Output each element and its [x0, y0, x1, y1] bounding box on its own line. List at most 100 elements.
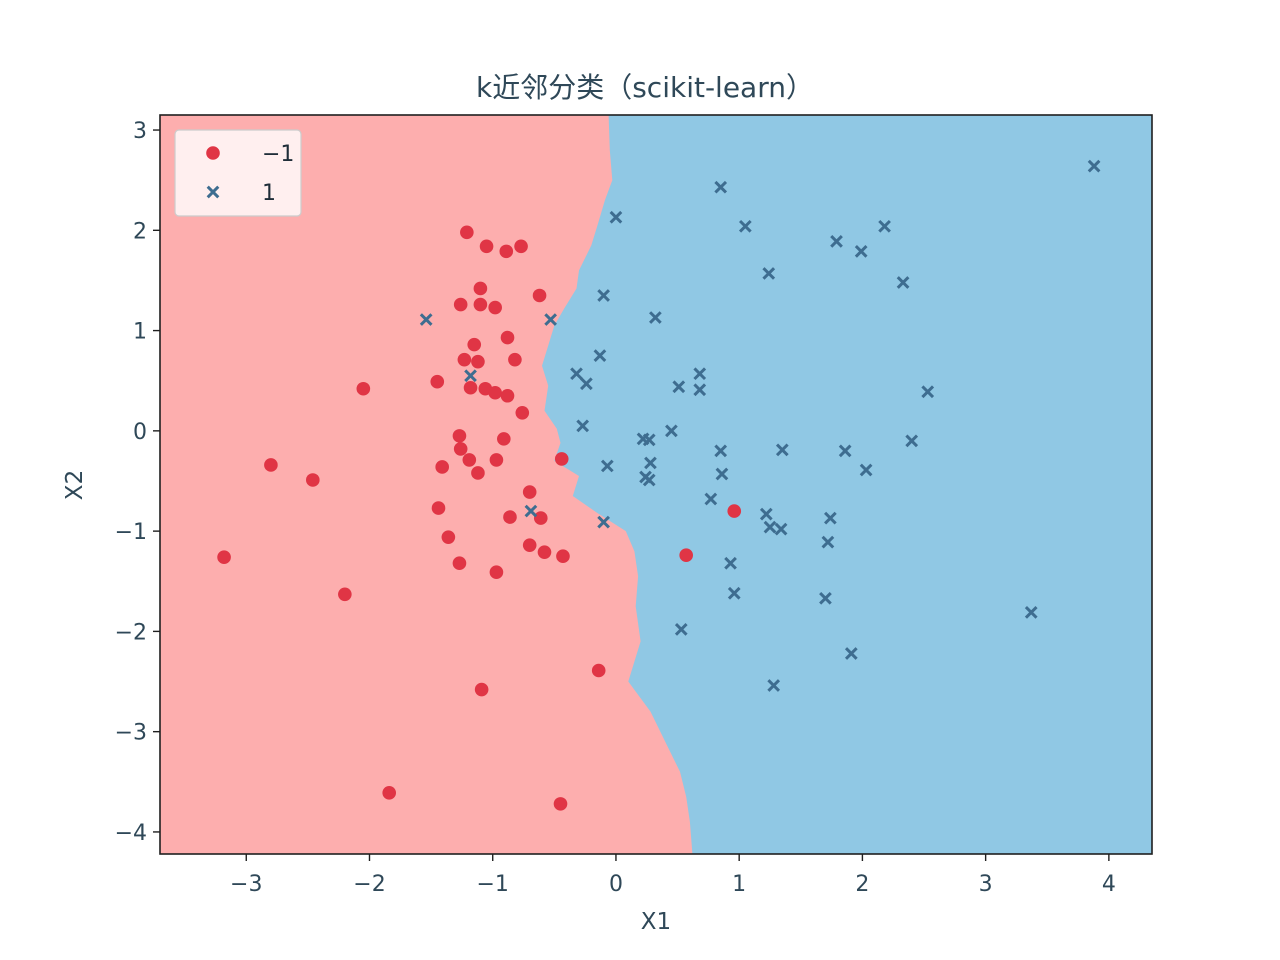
- point-class-pos: [854, 245, 868, 258]
- point-class-neg: [679, 548, 693, 562]
- point-class-neg: [591, 663, 606, 678]
- point-class-neg: [452, 429, 467, 443]
- y-tick-label: 2: [133, 219, 147, 244]
- point-class-neg: [471, 354, 485, 369]
- point-class-neg: [515, 406, 530, 420]
- legend-marker-neg: [206, 146, 220, 160]
- point-class-neg: [537, 545, 552, 559]
- point-class-neg: [471, 466, 485, 480]
- point-class-pos: [419, 313, 433, 326]
- point-class-pos: [704, 492, 718, 506]
- point-class-neg: [431, 501, 446, 515]
- point-class-pos: [714, 180, 728, 194]
- point-class-neg: [522, 485, 537, 499]
- point-class-pos: [580, 377, 593, 391]
- x-tick-label: 1: [732, 872, 746, 897]
- point-class-pos: [693, 383, 707, 397]
- point-class-neg: [463, 380, 478, 395]
- point-class-pos: [600, 459, 614, 473]
- point-class-neg: [382, 786, 397, 800]
- point-class-pos: [763, 520, 777, 534]
- point-class-pos: [878, 219, 891, 233]
- point-class-neg: [554, 452, 569, 466]
- point-class-neg: [430, 374, 445, 389]
- point-class-neg: [497, 432, 511, 446]
- legend-label-neg: −1: [262, 142, 294, 167]
- y-tick-label: −2: [115, 620, 147, 645]
- point-class-pos: [544, 313, 557, 326]
- point-class-neg: [473, 297, 488, 312]
- point-class-pos: [576, 419, 590, 433]
- point-class-pos: [597, 515, 610, 529]
- y-tick-label: −1: [115, 520, 147, 545]
- point-class-pos: [672, 380, 686, 394]
- point-class-pos: [838, 444, 852, 458]
- point-class-neg: [553, 797, 568, 811]
- legend: −1 1: [174, 129, 302, 217]
- x-tick-label: 2: [855, 872, 869, 897]
- point-class-pos: [714, 444, 728, 458]
- plot-frame: [159, 114, 1153, 855]
- point-class-neg: [453, 442, 468, 456]
- x-tick-label: 4: [1102, 872, 1116, 897]
- point-class-pos: [775, 443, 789, 457]
- point-class-neg: [462, 453, 477, 467]
- point-class-neg: [488, 385, 502, 400]
- x-axis: −3 −2 −1 0 1 2 3 4: [230, 854, 1116, 897]
- point-class-neg: [460, 225, 474, 240]
- legend-label-pos: 1: [262, 181, 276, 206]
- plot-area: [160, 115, 1152, 854]
- point-class-pos: [1087, 159, 1101, 173]
- point-class-pos: [609, 210, 623, 224]
- x-tick-label: 3: [979, 872, 993, 897]
- data-points: [217, 159, 1101, 811]
- point-class-neg: [217, 550, 231, 564]
- point-class-pos: [738, 219, 752, 233]
- point-class-pos: [905, 434, 919, 448]
- chart-title: k近邻分类（scikit-learn）: [476, 71, 814, 104]
- point-class-pos: [693, 367, 707, 381]
- point-class-neg: [489, 565, 504, 580]
- point-class-pos: [1024, 605, 1038, 619]
- point-class-pos: [859, 463, 873, 477]
- point-class-neg: [441, 530, 456, 544]
- point-class-neg: [457, 352, 472, 367]
- point-class-neg: [533, 511, 548, 525]
- y-axis-label: X2: [62, 470, 88, 500]
- x-axis-label: X1: [641, 909, 671, 935]
- point-class-pos: [593, 349, 607, 363]
- point-class-neg: [338, 587, 352, 602]
- point-class-neg: [452, 556, 467, 571]
- point-class-neg: [473, 281, 488, 296]
- point-class-pos: [774, 522, 788, 536]
- point-class-pos: [644, 456, 657, 470]
- point-class-neg: [556, 549, 570, 563]
- point-class-pos: [715, 467, 729, 481]
- decision-region-negative: [160, 115, 693, 854]
- x-tick-label: −2: [353, 872, 385, 897]
- point-class-neg: [503, 510, 517, 524]
- point-class-neg: [499, 244, 514, 259]
- point-class-neg: [508, 352, 522, 367]
- point-class-neg: [727, 504, 742, 518]
- x-tick-label: 0: [609, 872, 623, 897]
- point-class-pos: [824, 511, 837, 525]
- point-class-pos: [597, 289, 610, 302]
- x-tick-label: −1: [477, 872, 509, 897]
- y-tick-label: 0: [133, 420, 147, 445]
- point-class-neg: [489, 453, 504, 467]
- point-class-neg: [522, 538, 537, 552]
- point-class-neg: [453, 297, 468, 312]
- point-class-neg: [467, 337, 482, 352]
- point-class-pos: [524, 504, 538, 518]
- point-class-neg: [514, 239, 528, 254]
- point-class-pos: [821, 535, 835, 549]
- point-class-pos: [570, 367, 583, 381]
- point-class-pos: [724, 556, 737, 570]
- point-class-neg: [500, 330, 515, 345]
- point-class-neg: [479, 239, 494, 254]
- point-class-pos: [759, 507, 773, 521]
- point-class-pos: [727, 586, 741, 600]
